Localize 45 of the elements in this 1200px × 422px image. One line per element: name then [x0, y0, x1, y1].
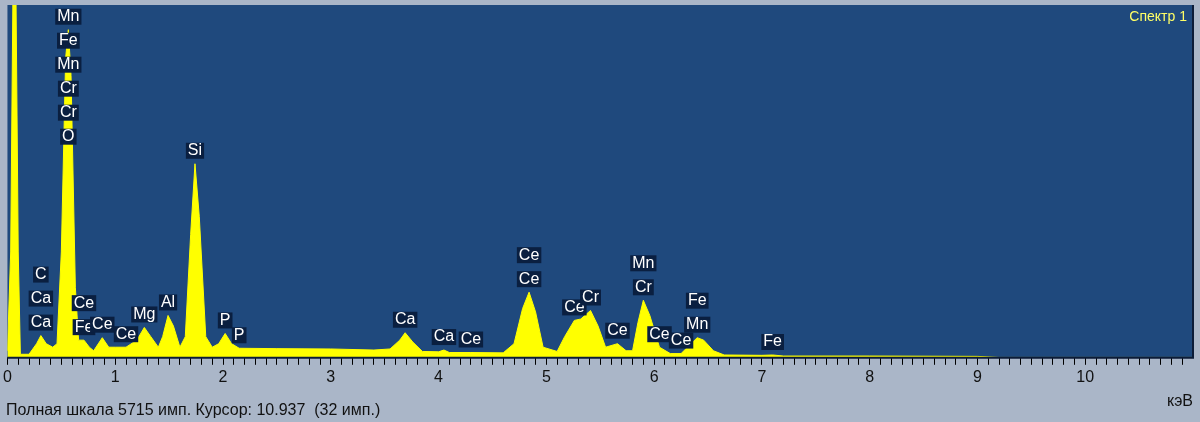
- annotation: Mn: [57, 7, 80, 25]
- annotation: Ce: [92, 315, 113, 333]
- x-tick-label: 7: [757, 367, 767, 385]
- annotation: Cr: [59, 79, 78, 97]
- annotation: Ce: [649, 324, 670, 342]
- annotation: Ca: [30, 312, 52, 330]
- annotation: Ce: [607, 321, 628, 339]
- x-tick-label: 1: [110, 367, 120, 385]
- x-tick-label: 3: [326, 367, 336, 385]
- text: Полная шкала 5715 имп. Курсор: 10.937 (32 имп.): [6, 401, 381, 419]
- annotation: Cr: [582, 287, 600, 305]
- x-tick-label: 5: [541, 367, 551, 385]
- annotation: O: [62, 127, 75, 145]
- annotation: P: [219, 310, 231, 328]
- annotation: C: [35, 264, 47, 282]
- annotation: Si: [187, 141, 203, 159]
- annotation: Fe: [687, 291, 707, 309]
- x-tick-label: 10: [1076, 367, 1095, 385]
- annotation: Cr: [634, 277, 653, 295]
- x-tick-label: 4: [434, 367, 444, 385]
- annotation: Ca: [433, 327, 455, 345]
- annotation: P: [233, 325, 245, 343]
- x-tick-label: 2: [218, 367, 228, 385]
- annotation: Ce: [518, 245, 540, 263]
- x-tick-label: 0: [3, 367, 12, 385]
- x-tick-label: 8: [865, 367, 875, 385]
- annotation: Ce: [518, 269, 540, 287]
- annotation: Mg: [133, 304, 156, 322]
- annotation: Ca: [394, 310, 416, 328]
- annotation: Mn: [632, 253, 655, 271]
- x-tick-label: 9: [972, 367, 982, 385]
- annotation: Cr: [59, 103, 78, 121]
- annotation: Fe: [59, 31, 78, 49]
- annotation: Mn: [686, 315, 709, 333]
- annotation: Mn: [57, 55, 80, 73]
- annotation: Ce: [115, 324, 137, 342]
- annotation: Ca: [30, 288, 52, 306]
- annotation: Ce: [670, 330, 692, 348]
- chart-title: Спектр 1: [1129, 7, 1188, 24]
- annotation: Ce: [73, 293, 95, 311]
- x-tick-label: 6: [649, 367, 659, 385]
- annotation: Ce: [460, 329, 482, 347]
- annotation: Fe: [763, 332, 783, 350]
- x-axis-title: кэВ: [1166, 392, 1193, 410]
- annotation: Al: [160, 292, 176, 310]
